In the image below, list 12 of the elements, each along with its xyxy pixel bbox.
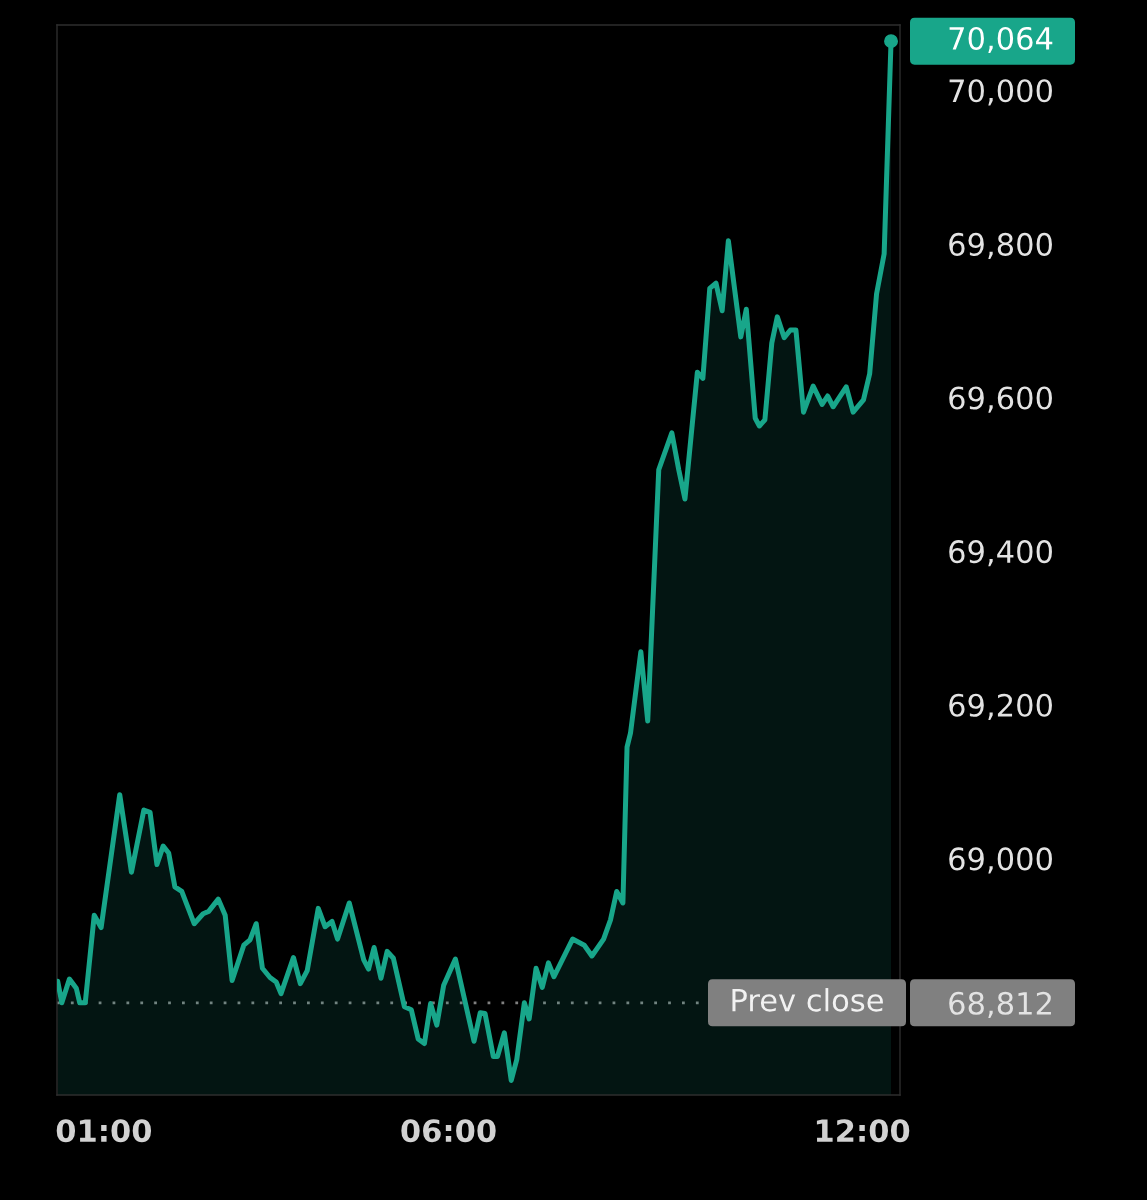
y-tick-label: 68,812 [949,991,1051,1018]
y-tick-label: 69,600 [949,386,1052,413]
y-tick-label: 69,400 [949,540,1052,567]
annotation: 70,064 [949,26,1053,54]
y-tick-label: 69,800 [949,232,1052,260]
x-tick-label: 06:00 [401,1119,496,1143]
y-tick-label: 69,000 [949,847,1052,874]
x-tick-label: 01:00 [56,1119,152,1143]
y-tick-label: 69,200 [949,693,1052,720]
y-tick-label: 70,000 [949,79,1052,106]
x-tick-label: 12:00 [816,1119,910,1143]
ref-line-label: Prev close [732,988,883,1012]
